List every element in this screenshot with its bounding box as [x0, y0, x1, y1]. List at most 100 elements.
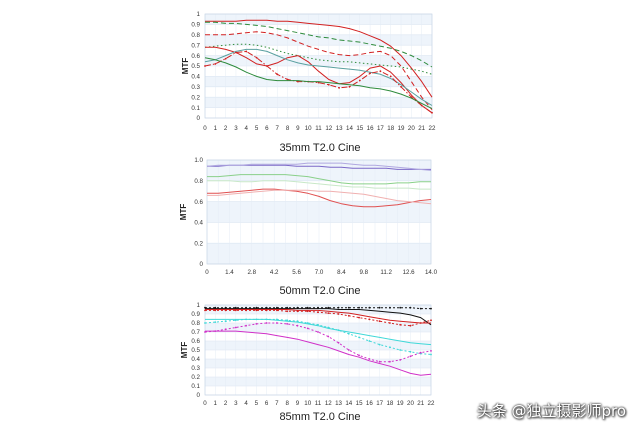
- chart-2-xtick-label: 7.0: [315, 269, 324, 276]
- chart-2-series-5-line: [207, 188, 432, 208]
- chart-1-series-7-point: [266, 65, 268, 67]
- chart-3-series-7-point: [409, 355, 412, 358]
- chart-3-xtick-label: 20: [407, 400, 414, 407]
- chart-3-ytick-label: 0.7: [191, 329, 200, 336]
- chart-3-ytick-label: 0.2: [191, 374, 200, 381]
- chart-1-series-7-line: [204, 50, 433, 114]
- chart-3-xtick-label: 4: [244, 400, 248, 407]
- chart-3-series-6-point: [409, 350, 412, 353]
- chart-1-xtick-label: 11: [315, 125, 322, 132]
- chart-3-series-7-point: [286, 323, 289, 325]
- chart-3-series-6-point: [358, 336, 360, 339]
- chart-1-series-7-point: [235, 51, 237, 54]
- chart-3-series-4-point: [306, 310, 309, 313]
- chart-3-series-6-point: [347, 332, 350, 335]
- chart-3-series-4-point: [430, 319, 432, 322]
- chart-3-series-7-point: [255, 323, 258, 325]
- chart-2-series-6-line: [207, 189, 432, 205]
- chart-2-ytick-label: 0.8: [194, 178, 203, 185]
- chart-3-series-1-point: [378, 306, 381, 309]
- chart-3-series-7-point: [378, 360, 381, 363]
- chart-3-series-1-point: [368, 306, 371, 309]
- chart-3-series-6-point: [306, 322, 309, 324]
- chart-3-series-8-line: [205, 330, 432, 376]
- chart-2-series-4-line: [207, 180, 431, 190]
- chart-1-series-7-point: [204, 65, 206, 67]
- chart-1-series-7-point: [431, 111, 433, 114]
- chart-3-ylabel: MTF: [180, 342, 189, 359]
- chart-1-xtick-label: 2: [224, 125, 228, 132]
- chart-3-series-6-point: [337, 329, 340, 332]
- chart-1-xtick-label: 6: [265, 125, 269, 132]
- chart-3-xtick-label: 2: [224, 400, 228, 407]
- chart-2-ytick-label: 0.6: [194, 199, 203, 206]
- chart-1-xtick-label: 16: [367, 125, 374, 132]
- chart-3-series-7-point: [347, 349, 350, 351]
- chart-3-ytick-label: 0.8: [191, 320, 200, 327]
- chart-3-series-7-point: [368, 358, 371, 360]
- chart-1-series-7-point: [348, 85, 351, 88]
- chart-1-xtick-label: 4: [245, 125, 249, 132]
- chart-1-series-7-point: [379, 70, 382, 73]
- chart-3-series-4-point: [204, 309, 206, 312]
- chart-1-xtick-label: 7: [276, 125, 280, 132]
- chart-3-ytick-label: 0.6: [191, 338, 200, 345]
- chart-3-series-7-point: [224, 328, 227, 331]
- chart-3-series-7-point: [296, 324, 299, 327]
- chart-1-xtick-label: 10: [305, 125, 312, 132]
- chart-1-series-5-line: [205, 46, 433, 114]
- chart-1-series-7-point: [369, 72, 371, 75]
- chart-3-xtick-label: 9: [296, 400, 300, 407]
- chart-1-title: 35mm T2.0 Cine: [279, 142, 361, 154]
- chart-3-series-4-point: [389, 322, 391, 324]
- chart-1-series-7-point: [214, 63, 217, 65]
- chart-3-series-6-point: [265, 318, 268, 321]
- chart-3-series-4-point: [214, 309, 217, 312]
- chart-3-ytick-label: 0: [197, 392, 201, 399]
- chart-1-ytick-label: 0.9: [191, 22, 200, 29]
- chart-1-xtick-label: 19: [398, 125, 405, 132]
- chart-3-series-4-point: [368, 318, 371, 321]
- chart-1-xtick-label: 8: [286, 125, 290, 132]
- chart-3-xtick-label: 1: [214, 400, 218, 407]
- chart-1-xtick-label: 17: [377, 125, 384, 132]
- chart-1-series-7-point: [317, 81, 320, 84]
- chart-2-xtick-label: 9.8: [359, 269, 368, 276]
- chart-3-ytick-label: 0.4: [191, 356, 200, 363]
- chart-3-xtick-label: 13: [335, 400, 342, 407]
- chart-1-ytick-label: 1: [197, 11, 201, 18]
- chart-1-xtick-label: 0: [203, 125, 207, 132]
- chart-3-series-1-point: [337, 306, 340, 309]
- chart-3-series-2-line: [205, 308, 432, 326]
- chart-2-xtick-label: 5.6: [292, 269, 301, 276]
- chart-1-xtick-label: 5: [255, 125, 259, 132]
- chart-3-series-6-point: [286, 319, 289, 322]
- chart-3-series-1-point: [430, 307, 432, 310]
- chart-3-series-4-point: [317, 311, 319, 314]
- chart-3-series-7-point: [317, 331, 319, 333]
- chart-3-series-3-line: [205, 309, 431, 324]
- chart-3-series-6-point: [214, 321, 217, 323]
- chart-3-series-6-point: [245, 318, 247, 321]
- chart-1-xtick-label: 12: [325, 125, 332, 132]
- chart-3-series-1-point: [409, 306, 412, 309]
- chart-3-series-4-point: [399, 323, 402, 326]
- chart-1-xtick-label: 13: [336, 125, 343, 132]
- chart-3-series-6-point: [204, 322, 206, 324]
- chart-3-ytick-label: 0.9: [191, 311, 200, 318]
- chart-2-xtick-label: 14.0: [425, 269, 438, 276]
- chart-3-xtick-label: 19: [397, 400, 404, 407]
- chart-1-series-7-point: [245, 50, 248, 53]
- chart-3-xtick-label: 0: [203, 400, 207, 407]
- chart-3-series-4-point: [378, 320, 381, 323]
- chart-3-series-6-point: [255, 318, 258, 321]
- chart-3-series-7-point: [419, 351, 422, 354]
- chart-1-ytick-label: 0.3: [191, 84, 200, 91]
- chart-3-xtick-label: 21: [417, 400, 424, 407]
- chart-3-series-7-point: [234, 326, 237, 329]
- chart-3-series-4-point: [224, 309, 227, 312]
- chart-1-ytick-label: 0.7: [191, 42, 200, 49]
- chart-1-series-7-point: [276, 73, 279, 76]
- chart-2-xtick-label: 0: [205, 269, 209, 276]
- chart-3-xtick-label: 5: [255, 400, 259, 407]
